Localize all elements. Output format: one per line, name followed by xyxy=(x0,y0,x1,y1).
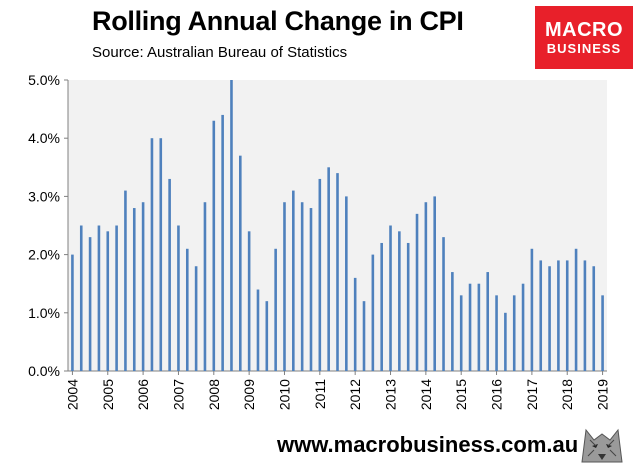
chart-title: Rolling Annual Change in CPI xyxy=(92,6,464,36)
cpi-bar xyxy=(150,138,154,371)
wolf-logo-icon xyxy=(578,420,626,466)
cpi-bar xyxy=(309,208,313,371)
y-tick-label: 2.0% xyxy=(28,247,60,263)
x-tick-label: 2008 xyxy=(206,379,222,410)
cpi-bar xyxy=(212,120,216,372)
cpi-bar xyxy=(300,202,304,371)
cpi-bar xyxy=(539,260,543,371)
cpi-bar xyxy=(203,202,207,371)
cpi-bar xyxy=(88,237,92,371)
x-tick-label: 2013 xyxy=(383,379,399,410)
cpi-bar xyxy=(424,202,428,371)
y-tick-label: 0.0% xyxy=(28,363,60,379)
cpi-bar xyxy=(292,190,295,371)
x-tick-label: 2005 xyxy=(100,379,116,410)
x-tick-label: 2018 xyxy=(559,379,575,410)
x-tick-label: 2011 xyxy=(312,379,328,409)
cpi-bar xyxy=(230,80,233,371)
cpi-bar xyxy=(512,295,516,371)
cpi-bar xyxy=(327,167,330,371)
cpi-bar xyxy=(141,202,145,371)
cpi-bar xyxy=(371,254,375,371)
cpi-bar xyxy=(318,178,322,371)
cpi-bar xyxy=(362,301,366,371)
cpi-bar xyxy=(557,260,560,371)
cpi-bar xyxy=(442,237,445,371)
y-tick-label: 1.0% xyxy=(28,305,60,321)
cpi-bar xyxy=(247,231,251,371)
cpi-bar xyxy=(521,283,525,371)
x-tick-label: 2009 xyxy=(241,379,257,410)
logo-line-1: MACRO xyxy=(544,18,624,41)
cpi-bar xyxy=(380,242,383,371)
macrobusiness-logo: MACRO BUSINESS xyxy=(535,6,633,69)
cpi-bar xyxy=(97,225,101,371)
cpi-bar xyxy=(398,231,401,371)
cpi-bar xyxy=(132,208,136,371)
cpi-bar xyxy=(415,213,419,371)
cpi-bar xyxy=(574,248,578,371)
cpi-bar xyxy=(495,295,498,371)
cpi-bar xyxy=(433,196,436,371)
x-tick-label: 2010 xyxy=(276,379,292,410)
website-url[interactable]: www.macrobusiness.com.au xyxy=(277,432,579,457)
cpi-bar xyxy=(336,173,339,371)
x-tick-label: 2019 xyxy=(595,379,611,410)
chart-subtitle: Source: Australian Bureau of Statistics xyxy=(92,44,348,61)
cpi-bar xyxy=(565,260,569,371)
cpi-bar xyxy=(239,155,242,371)
cpi-bar xyxy=(274,248,277,371)
cpi-bar xyxy=(406,242,410,371)
cpi-bar xyxy=(451,272,454,371)
y-tick-label: 5.0% xyxy=(28,72,60,88)
cpi-bar xyxy=(177,225,180,371)
cpi-bar xyxy=(592,266,596,371)
cpi-bar xyxy=(477,283,481,371)
logo-line-2: BUSINESS xyxy=(546,40,622,56)
cpi-bar xyxy=(283,202,286,371)
cpi-bar xyxy=(468,283,472,371)
x-tick-label: 2014 xyxy=(418,379,434,410)
cpi-bar xyxy=(71,254,74,371)
x-tick-label: 2006 xyxy=(135,379,151,410)
cpi-bar xyxy=(548,266,551,371)
cpi-bar xyxy=(530,248,534,371)
cpi-bar xyxy=(115,225,118,371)
cpi-bar xyxy=(486,272,490,371)
x-tick-label: 2015 xyxy=(453,379,469,410)
cpi-bar xyxy=(168,178,171,371)
cpi-bar xyxy=(159,138,163,371)
x-tick-label: 2017 xyxy=(524,379,540,410)
cpi-bar xyxy=(124,190,127,371)
x-axis: 2004 2005 2006 2007 2008 2009 2010 2011 2012 2013… xyxy=(64,370,611,410)
cpi-bar xyxy=(256,289,260,371)
cpi-bar xyxy=(221,114,224,372)
cpi-bar xyxy=(106,231,110,371)
cpi-bar xyxy=(353,277,357,371)
x-tick-label: 2007 xyxy=(170,379,186,410)
cpi-bar xyxy=(583,260,587,371)
cpi-bar xyxy=(389,225,392,371)
x-tick-label: 2012 xyxy=(347,379,363,410)
bar-series xyxy=(71,80,604,372)
cpi-bar xyxy=(185,248,189,371)
y-axis: 0.0% 1.0% 2.0% 3.0% 4.0% 5.0% xyxy=(28,72,69,379)
cpi-bar xyxy=(601,295,604,371)
cpi-bar xyxy=(265,301,269,371)
cpi-bar xyxy=(459,295,463,371)
x-tick-label: 2016 xyxy=(489,379,505,410)
cpi-bar xyxy=(345,196,348,371)
y-tick-label: 3.0% xyxy=(28,188,60,204)
cpi-bar xyxy=(504,312,507,371)
y-tick-label: 4.0% xyxy=(28,130,60,146)
cpi-bar xyxy=(194,266,198,371)
cpi-bar xyxy=(79,225,83,371)
x-tick-label: 2004 xyxy=(64,379,80,410)
